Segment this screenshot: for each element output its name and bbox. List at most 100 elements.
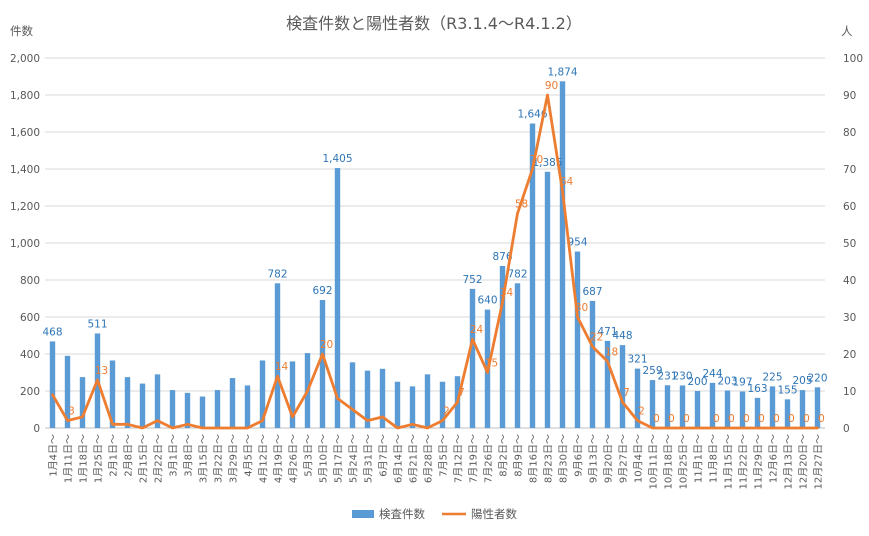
line-data-label: 3 xyxy=(68,406,75,418)
x-axis-tick-label: 1月18日～ xyxy=(78,434,90,483)
bar xyxy=(784,399,791,428)
x-axis-tick-label: 4月19日～ xyxy=(273,434,285,483)
line-data-label: 18 xyxy=(605,346,618,358)
bar-data-label: 511 xyxy=(87,318,107,330)
x-axis-tick-label: 6月28日～ xyxy=(423,434,435,483)
legend-bar-swatch xyxy=(352,510,374,518)
x-axis-tick-label: 2月22日～ xyxy=(153,434,165,483)
bar xyxy=(439,381,446,428)
bar-data-label: 640 xyxy=(477,295,497,307)
x-axis-tick-label: 5月10日～ xyxy=(318,434,330,483)
bar xyxy=(499,265,506,428)
right-axis-tick-label: 80 xyxy=(843,127,856,139)
bar xyxy=(154,374,161,428)
bar xyxy=(364,370,371,428)
x-axis-tick-label: 1月25日～ xyxy=(93,434,105,483)
right-axis-tick-label: 70 xyxy=(843,164,856,176)
left-axis-tick-label: 1,400 xyxy=(10,164,40,176)
x-axis-tick-label: 2月15日～ xyxy=(138,434,150,483)
bar xyxy=(244,385,251,428)
bar xyxy=(394,381,401,428)
line-data-label: 20 xyxy=(320,339,333,351)
right-axis-tick-label: 60 xyxy=(843,201,856,213)
bar-data-label: 687 xyxy=(582,286,602,298)
x-axis-tick-label: 3月22日～ xyxy=(213,434,225,483)
x-axis-tick-label: 6月21日～ xyxy=(408,434,420,483)
right-axis-tick-label: 0 xyxy=(843,423,850,435)
line-data-label: 70 xyxy=(530,154,543,166)
x-axis-tick-label: 11月15日～ xyxy=(723,434,735,489)
x-axis-tick-label: 8月30日～ xyxy=(558,434,570,483)
bar xyxy=(124,377,131,428)
x-axis-tick-label: 7月12日～ xyxy=(453,434,465,483)
bar xyxy=(679,385,686,428)
series-line xyxy=(51,93,819,430)
bar xyxy=(184,392,191,428)
bar-data-label: 197 xyxy=(732,377,752,389)
line-data-label: 90 xyxy=(545,80,558,92)
bar xyxy=(664,385,671,428)
line-data-label: 0 xyxy=(803,413,810,425)
x-axis-tick-label: 10月4日～ xyxy=(633,434,645,483)
x-axis-tick-label: 6月7日～ xyxy=(378,434,390,477)
x-axis-tick-label: 10月18日～ xyxy=(663,434,675,489)
bar-data-label: 471 xyxy=(597,326,617,338)
line-data-label: 30 xyxy=(575,302,588,314)
right-axis-tick-label: 50 xyxy=(843,238,856,250)
bar-data-label: 1,874 xyxy=(547,66,577,78)
x-axis-tick-label: 1月11日～ xyxy=(63,434,75,483)
bar xyxy=(379,368,386,428)
x-axis-tick-label: 9月27日～ xyxy=(618,434,630,483)
bar xyxy=(139,383,146,428)
line-data-label: 0 xyxy=(668,413,675,425)
left-axis-tick-label: 400 xyxy=(20,349,40,361)
bar-data-label: 163 xyxy=(747,383,767,395)
bar xyxy=(334,168,341,428)
x-axis-tick-label: 8月23日～ xyxy=(543,434,555,483)
x-axis-ticks: 1月4日～ 1月11日～ 1月18日～ 1月25日～ 2月1日～ 2月8日～ 2月15日～ 2… xyxy=(48,434,825,489)
line-data-label: 2 xyxy=(638,406,645,418)
x-axis-tick-label: 8月9日～ xyxy=(513,434,525,477)
bar xyxy=(514,283,521,428)
bar-data-label: 259 xyxy=(642,365,662,377)
x-axis-tick-label: 11月8日～ xyxy=(708,434,720,483)
x-axis-tick-label: 5月31日～ xyxy=(363,434,375,483)
bar xyxy=(769,386,776,428)
x-axis-tick-label: 3月29日～ xyxy=(228,434,240,483)
x-axis-tick-label: 8月16日～ xyxy=(528,434,540,483)
bar xyxy=(604,340,611,428)
x-axis-tick-label: 9月6日～ xyxy=(573,434,585,477)
chart-title: 検査件数と陽性者数（R3.1.4～R4.1.2） xyxy=(286,14,582,33)
line-data-label: 0 xyxy=(758,413,765,425)
bar xyxy=(79,377,86,428)
x-axis-tick-label: 7月19日～ xyxy=(468,434,480,483)
right-axis-tick-label: 10 xyxy=(843,386,856,398)
bar xyxy=(199,396,206,428)
bar-data-label: 692 xyxy=(312,285,332,297)
line-data-label: 0 xyxy=(653,413,660,425)
bar-data-label: 448 xyxy=(612,330,632,342)
bar-data-label: 1,385 xyxy=(532,157,562,169)
bar xyxy=(529,123,536,429)
x-axis-tick-label: 7月26日～ xyxy=(483,434,495,483)
x-axis-tick-label: 12月6日～ xyxy=(768,434,780,483)
line-data-label: 7 xyxy=(458,387,465,399)
bar xyxy=(634,368,641,428)
bar-data-label: 203 xyxy=(717,375,737,387)
bar xyxy=(589,300,596,428)
line-data-label: 58 xyxy=(515,198,528,210)
x-axis-tick-label: 10月25日～ xyxy=(678,434,690,489)
bar xyxy=(214,390,221,428)
x-axis-tick-label: 6月14日～ xyxy=(393,434,405,483)
bar-data-label: 468 xyxy=(42,326,62,338)
left-axis-tick-label: 1,200 xyxy=(10,201,40,213)
line-data-label: 7 xyxy=(623,387,630,399)
left-axis-tick-label: 1,600 xyxy=(10,127,40,139)
bar xyxy=(64,355,71,428)
left-axis-unit: 件数 xyxy=(10,24,33,38)
right-axis-tick-label: 100 xyxy=(843,53,863,65)
right-axis-tick-label: 90 xyxy=(843,90,856,102)
bar xyxy=(709,382,716,428)
